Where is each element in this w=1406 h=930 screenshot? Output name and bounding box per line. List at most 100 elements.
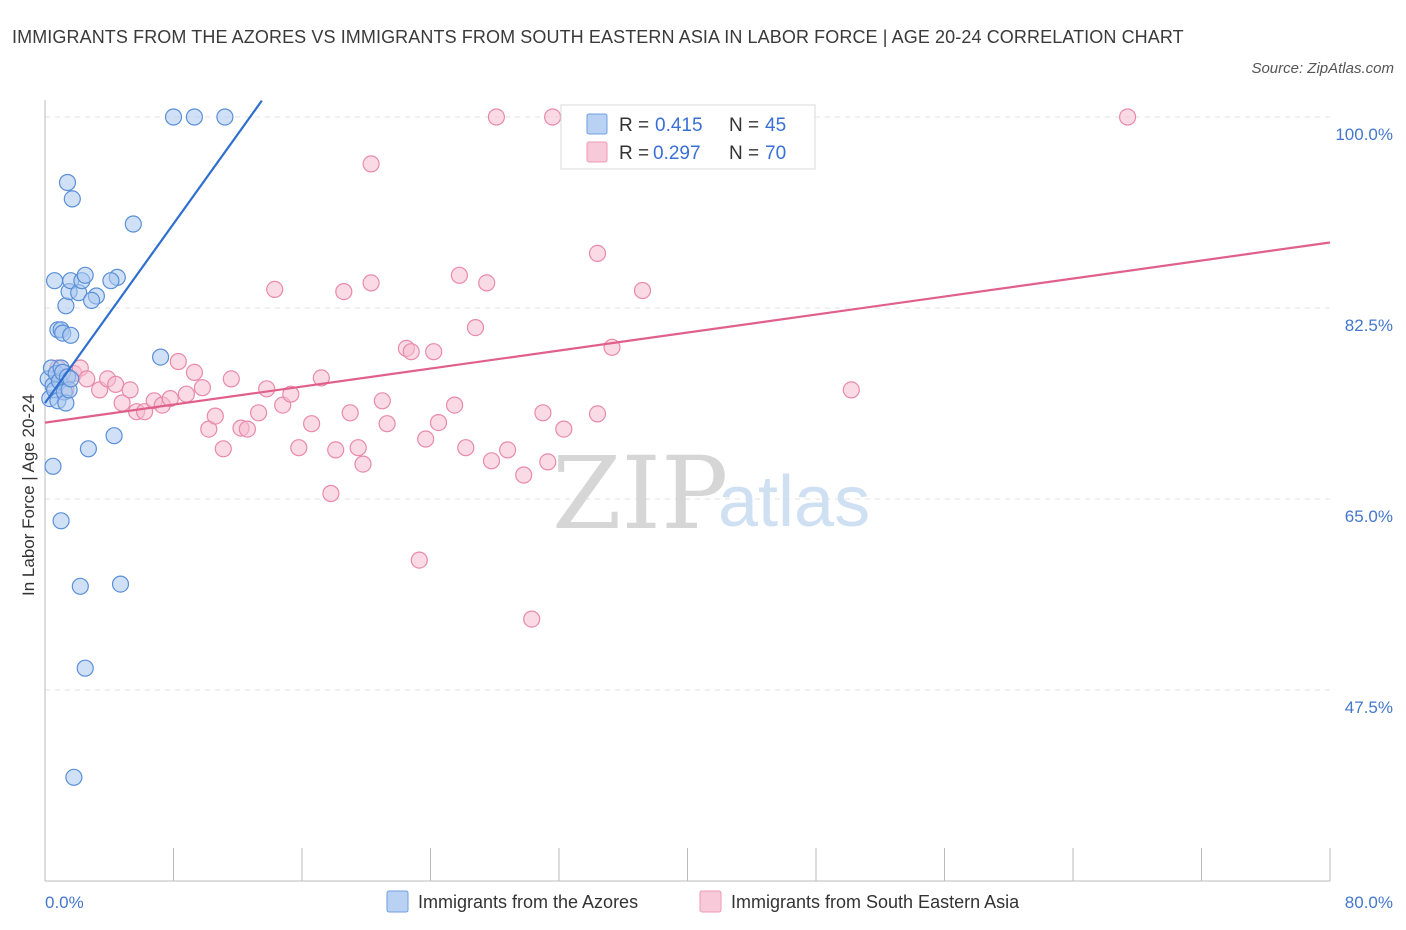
azores-point-37: [111, 575, 130, 593]
legend-r-value-2: 0.297: [653, 143, 701, 164]
legend-swatch-south-eastern-asia: [586, 141, 608, 163]
legend-n-value-1: 45: [765, 115, 786, 136]
sea-point-33: [312, 369, 330, 387]
sea-point-42: [378, 415, 396, 433]
legend-r-value-1: 0.415: [655, 115, 703, 136]
sea-point-30: [282, 385, 300, 403]
axes: [44, 100, 1331, 882]
azores-point-42: [164, 108, 183, 126]
sea-point-15: [161, 390, 179, 408]
bottom-legend-swatch-azores: [386, 890, 409, 913]
sea-point-58: [539, 453, 557, 471]
sea-point-59: [523, 610, 541, 628]
sea-point-23: [222, 370, 240, 388]
legend-n-label-2: N =: [729, 143, 759, 164]
legend-n-value-2: 70: [765, 143, 786, 164]
azores-point-33: [124, 215, 142, 233]
series-south-eastern-asia-points: [49, 108, 1137, 628]
gridlines: [45, 116, 1330, 691]
sea-point-51: [457, 439, 475, 457]
sea-point-69: [1118, 108, 1137, 126]
bottom-legend-label-azores: Immigrants from the Azores: [418, 892, 638, 912]
sea-point-34: [322, 484, 340, 503]
azores-point-30: [82, 291, 101, 309]
sea-point-48: [429, 414, 448, 432]
sea-point-68: [543, 108, 562, 126]
sea-point-47: [425, 343, 443, 361]
sea-point-10: [121, 381, 139, 399]
sea-point-49: [446, 396, 464, 414]
y-tick-labels: 47.5% 65.0% 82.5% 100.0%: [1335, 125, 1393, 717]
sea-point-18: [185, 363, 203, 381]
azores-point-35: [52, 512, 70, 530]
sea-point-8: [107, 375, 125, 393]
sea-point-52: [466, 319, 485, 337]
sea-point-27: [258, 380, 276, 398]
y-tick-label-2: 82.5%: [1345, 316, 1393, 335]
sea-point-50: [450, 266, 468, 284]
watermark-atlas: atlas: [718, 462, 870, 542]
bottom-legend: Immigrants from the Azores Immigrants fr…: [386, 890, 1020, 913]
azores-point-16: [45, 272, 64, 290]
correlation-legend: R = 0.415 N = 45 R = 0.297 N = 70: [560, 104, 816, 170]
sea-point-53: [478, 274, 496, 292]
sea-point-65: [842, 381, 860, 399]
sea-point-28: [266, 280, 284, 298]
azores-point-24: [63, 190, 81, 208]
trend-lines: [44, 99, 1331, 424]
sea-point-38: [349, 439, 367, 457]
sea-point-40: [362, 274, 380, 292]
sea-point-60: [555, 420, 573, 438]
watermark-zip: ZIP: [552, 435, 728, 552]
azores-point-32: [102, 272, 120, 290]
sea-point-57: [534, 404, 552, 422]
legend-r-label-2: R =: [619, 143, 649, 164]
legend-r-label-1: R =: [619, 115, 649, 136]
sea-point-62: [588, 405, 607, 423]
sea-point-21: [206, 407, 224, 425]
azores-point-41: [105, 427, 123, 445]
azores-point-28: [76, 266, 94, 284]
sea-point-45: [410, 551, 428, 569]
watermark: ZIP atlas: [552, 435, 870, 552]
y-tick-label-1: 65.0%: [1345, 507, 1393, 526]
legend-swatch-azores: [586, 113, 608, 135]
sea-point-37: [341, 404, 359, 422]
trend-line-south-eastern-asia: [44, 241, 1331, 424]
chart-title: IMMIGRANTS FROM THE AZORES VS IMMIGRANTS…: [12, 27, 1184, 47]
bottom-legend-swatch-south-eastern-asia: [699, 890, 722, 913]
sea-point-19: [193, 379, 211, 397]
sea-point-64: [633, 281, 652, 300]
azores-point-40: [79, 440, 98, 458]
sea-point-39: [354, 455, 372, 473]
sea-point-41: [373, 392, 391, 410]
sea-point-17: [177, 385, 195, 403]
sea-point-61: [588, 244, 607, 262]
y-tick-label-3: 100.0%: [1335, 125, 1393, 144]
y-axis-label: In Labor Force | Age 20-24: [19, 394, 38, 596]
sea-point-25: [238, 420, 256, 438]
sea-point-56: [515, 466, 533, 484]
series-azores-points: [39, 108, 234, 786]
legend-n-label-1: N =: [729, 115, 759, 136]
sea-point-31: [290, 439, 308, 457]
bottom-legend-label-south-eastern-asia: Immigrants from South Eastern Asia: [731, 892, 1020, 912]
sea-point-54: [482, 452, 501, 470]
source-credit: Source: ZipAtlas.com: [1251, 60, 1394, 77]
sea-point-22: [214, 440, 232, 458]
sea-point-46: [417, 430, 435, 448]
y-tick-label-0: 47.5%: [1345, 698, 1393, 717]
x-tick-label-1: 80.0%: [1345, 893, 1393, 912]
azores-point-21: [58, 173, 77, 192]
sea-point-35: [327, 441, 345, 459]
azores-point-36: [71, 577, 89, 595]
sea-point-55: [499, 441, 517, 459]
sea-point-16: [169, 352, 187, 371]
azores-point-39: [65, 768, 83, 786]
azores-point-15: [44, 457, 62, 475]
azores-point-43: [185, 108, 203, 126]
trend-line-azores: [44, 99, 263, 404]
sea-point-66: [362, 155, 380, 173]
azores-point-44: [216, 108, 234, 126]
